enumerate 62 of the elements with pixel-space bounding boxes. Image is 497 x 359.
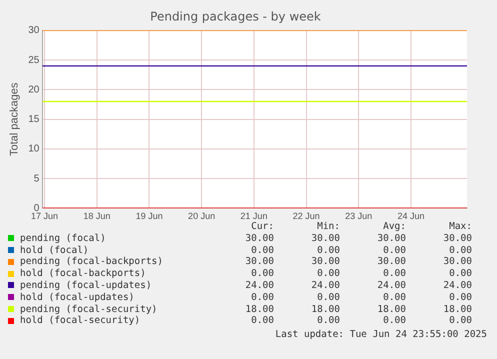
- text: 18.00: [376, 304, 406, 316]
- x-tick-label: 19 Jun: [136, 211, 163, 222]
- text: 30.00: [310, 256, 340, 268]
- x-tick-label: 22 Jun: [292, 211, 320, 222]
- y-tick-label: 10: [28, 144, 40, 155]
- legend-label: hold (focal-updates): [19, 292, 136, 304]
- y-axis-title: Total packages: [8, 82, 21, 156]
- text: 30.00: [376, 256, 406, 268]
- y-tick-label: 0: [34, 202, 40, 214]
- text: 30.00: [244, 256, 274, 268]
- text: 30.00: [310, 232, 340, 245]
- text: 0.00: [316, 244, 340, 256]
- x-tick-label: 21 Jun: [240, 211, 268, 222]
- legend-label: hold (focal): [19, 244, 90, 256]
- text: 0.00: [250, 268, 274, 280]
- x-tick-label: 17 Jun: [30, 211, 58, 222]
- y-tick-label: 25: [28, 54, 40, 66]
- y-tick-label: 20: [28, 84, 40, 96]
- text: 0.00: [448, 244, 472, 256]
- text: Cur:: [250, 221, 274, 233]
- y-tick-label: 5: [34, 173, 40, 184]
- x-tick-label: 20 Jun: [188, 211, 216, 222]
- chart-title: Pending packages - by week: [150, 9, 321, 24]
- text: Avg:: [382, 221, 406, 233]
- text: Min:: [316, 221, 340, 233]
- y-tick-label: 15: [28, 114, 40, 126]
- text: 24.00: [442, 280, 472, 292]
- text: 30.00: [442, 232, 472, 245]
- text: 0.00: [382, 292, 406, 304]
- text: Last update: Tue Jun 24 23:55:00 2025: [275, 329, 487, 340]
- legend-label: pending (focal-backports): [19, 256, 164, 268]
- text: 0.00: [382, 268, 406, 280]
- text: 0.00: [448, 268, 472, 280]
- text: 0.00: [382, 244, 406, 256]
- y-tick-label: 30: [28, 25, 40, 36]
- x-tick-label: 18 Jun: [83, 211, 110, 222]
- text: 24.00: [310, 280, 340, 292]
- text: 0.00: [250, 315, 274, 328]
- text: 0.00: [316, 292, 340, 304]
- text: 24.00: [376, 280, 406, 292]
- legend-label: hold (focal-security): [19, 315, 142, 328]
- x-tick-label: 24 Jun: [397, 211, 425, 222]
- text: 0.00: [448, 292, 472, 304]
- text: 0.00: [250, 292, 274, 304]
- text: 0.00: [250, 244, 274, 256]
- text: 0.00: [316, 268, 340, 280]
- text: 18.00: [442, 304, 472, 316]
- text: 24.00: [244, 280, 274, 292]
- x-tick-label: 23 Jun: [345, 211, 372, 222]
- text: 0.00: [316, 315, 340, 328]
- text: 0.00: [448, 315, 472, 328]
- text: 18.00: [244, 304, 274, 316]
- text: 0.00: [382, 315, 406, 328]
- text: 30.00: [442, 256, 472, 268]
- text: 30.00: [376, 232, 406, 245]
- legend-label: pending (focal-security): [19, 304, 158, 316]
- legend-label: pending (focal-updates): [19, 280, 153, 292]
- text: Max:: [448, 221, 472, 233]
- legend-label: hold (focal-backports): [19, 268, 147, 280]
- text: 30.00: [244, 232, 274, 245]
- text: 18.00: [310, 304, 340, 316]
- legend-label: pending (focal): [19, 232, 107, 245]
